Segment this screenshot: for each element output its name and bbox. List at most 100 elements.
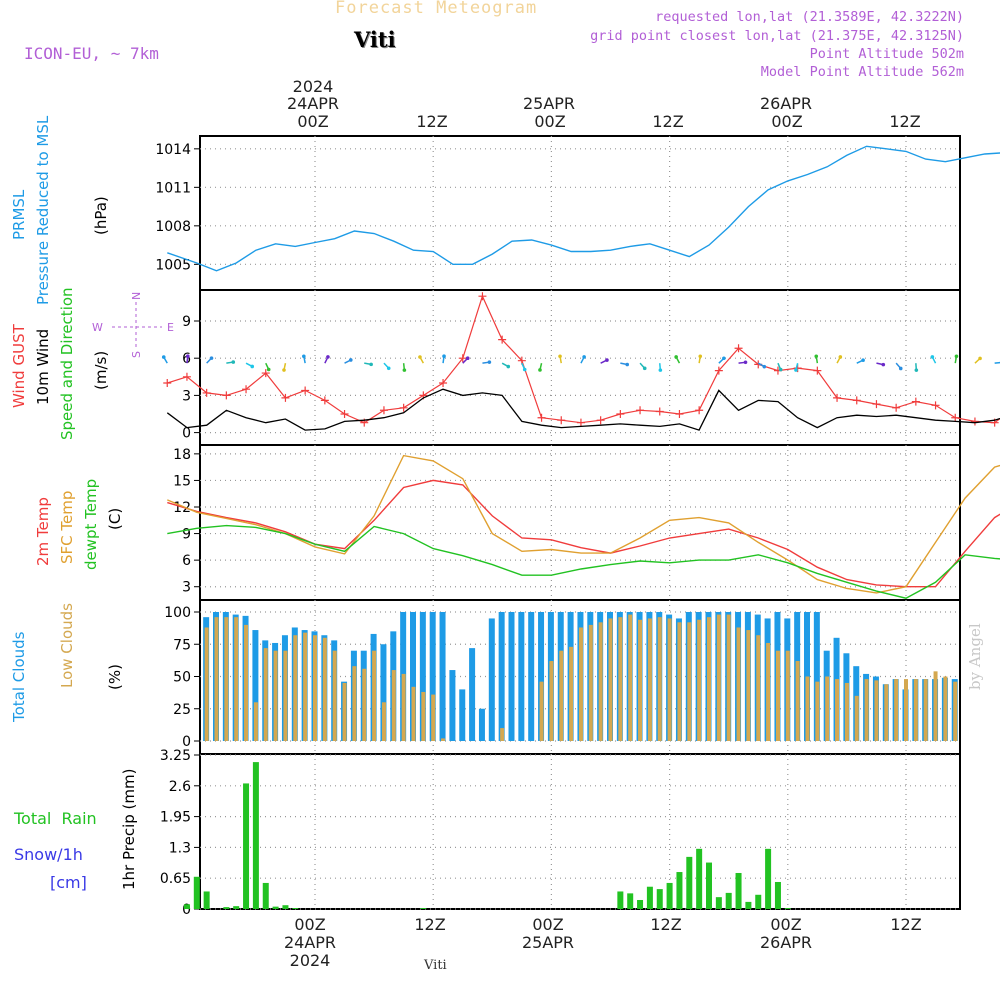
precip-bar [656, 889, 663, 909]
pressure-ytick-label: 1005 [155, 257, 191, 273]
low-cloud-bar [352, 666, 357, 741]
low-cloud-bar [756, 635, 761, 741]
precip-bar [420, 908, 427, 909]
wind-arrow-head [348, 358, 353, 362]
low-cloud-bar [716, 614, 721, 741]
low-cloud-bar [214, 617, 219, 741]
top-day-label-1: 25APR [523, 94, 575, 113]
gust-marker [596, 416, 605, 425]
gust-marker [182, 372, 191, 381]
gust-marker [872, 400, 881, 409]
gust-marker [655, 407, 664, 416]
total-cloud-bar [518, 612, 525, 741]
wind-arrow-head [642, 366, 647, 371]
pressure-label-1: PRMSL [10, 189, 28, 240]
precip-bar [272, 906, 279, 909]
total-cloud-bar [508, 612, 515, 741]
low-cloud-bar [657, 617, 662, 741]
gust-marker [399, 403, 408, 412]
gust-marker [852, 396, 861, 405]
total-cloud-bar [478, 708, 485, 741]
wind-arrow-head [209, 356, 214, 360]
low-cloud-bar [736, 627, 741, 741]
gust-marker [242, 385, 251, 394]
low-cloud-bar [283, 650, 288, 741]
precip-bar [193, 876, 200, 909]
low-cloud-bar [253, 702, 258, 741]
temp-ytick-label: 3 [182, 580, 191, 596]
compass-rose: W E N S [92, 292, 174, 358]
precip-bar [617, 891, 624, 909]
low-cloud-bar [933, 671, 938, 741]
wind-arrow-head [778, 367, 783, 372]
wind-speed-dir-label: Speed and Direction [58, 287, 76, 440]
low-cloud-bar [608, 618, 613, 741]
pressure-panel-labels: PRMSL Pressure Reduced to MSL (hPa) [10, 115, 110, 305]
precip-ytick-label: 1.3 [169, 840, 191, 856]
pressure-panel: 1005 1008 1011 1014 [155, 135, 961, 291]
total-cloud-bar [419, 612, 426, 741]
low-cloud-bar [362, 668, 367, 741]
clouds-ytick-label: 50 [173, 670, 191, 686]
temp-panel-labels: 2m Temp SFC Temp dewpt Temp (C) [34, 479, 124, 570]
top-tick-label-1: 12Z [416, 112, 447, 131]
gust-marker [163, 379, 172, 387]
compass-s: S [130, 351, 143, 358]
wind-arrow-head [582, 355, 586, 359]
wind-arrow-head [186, 354, 190, 359]
wind-arrow-head [538, 368, 542, 372]
wind-arrow-head [487, 360, 492, 364]
precip-ytick-label: 0 [182, 902, 191, 918]
wind-frame [199, 289, 961, 446]
wind-arrow-head [522, 367, 527, 372]
gust-marker [616, 410, 625, 418]
gust-marker [557, 416, 566, 425]
gust-marker [537, 413, 546, 422]
gust-marker [714, 366, 723, 375]
top-tick-label-0: 00Z [297, 112, 328, 131]
wind-arrow-head [838, 355, 843, 359]
temp-ytick-label: 18 [173, 447, 191, 463]
low-cloud-bar [775, 650, 780, 741]
total-cloud-bar [449, 670, 456, 741]
wind-arrow-head [954, 354, 959, 359]
precip-bar [725, 892, 732, 909]
precip-bar [696, 848, 703, 909]
gust-marker [931, 401, 940, 410]
gust-marker [951, 413, 960, 422]
low-cloud-bar [697, 619, 702, 741]
wind-arrow-head [881, 362, 886, 367]
bottom-year-label: 2024 [290, 951, 331, 970]
clouds-ytick-label: 75 [173, 637, 191, 653]
low-cloud-bar [825, 676, 830, 741]
clouds-panel-labels: Total Clouds Low Clouds (%) [10, 603, 124, 723]
bottom-day-label-1: 25APR [522, 933, 574, 952]
low-cloud-bar [411, 686, 416, 741]
pressure-ytick-label: 1008 [155, 219, 191, 235]
wind-arrow-head [743, 360, 748, 365]
total-cloud-bar [498, 612, 505, 741]
low-cloud-bar [401, 673, 406, 741]
precip-ytick-label: 1.95 [160, 810, 191, 826]
total-cloud-bar [488, 618, 495, 741]
wind-panel-labels: Wind GUST 10m Wind Speed and Direction (… [10, 287, 174, 440]
gust-marker [833, 393, 842, 402]
low-cloud-bar [588, 624, 593, 741]
low-cloud-bar [923, 679, 928, 741]
gust-marker [576, 418, 585, 427]
temp-frame [199, 444, 961, 601]
wind-arrow-head [605, 358, 609, 362]
gust-marker [970, 417, 979, 426]
low-cloud-bar [618, 617, 623, 741]
snow-label: Snow/1h [14, 845, 83, 864]
low-cloud-bar [628, 614, 633, 741]
precip-frame [199, 753, 961, 910]
pressure-ytick-label: 1011 [155, 180, 191, 196]
footer-station: Viti [424, 958, 447, 973]
low-cloud-bar [667, 618, 672, 741]
gust-marker [695, 406, 704, 415]
precip-bar [745, 901, 752, 909]
low-cloud-bar [421, 691, 426, 741]
temp-dewpt-line [167, 524, 1000, 599]
bottom-tick-label-3: 12Z [650, 915, 681, 934]
